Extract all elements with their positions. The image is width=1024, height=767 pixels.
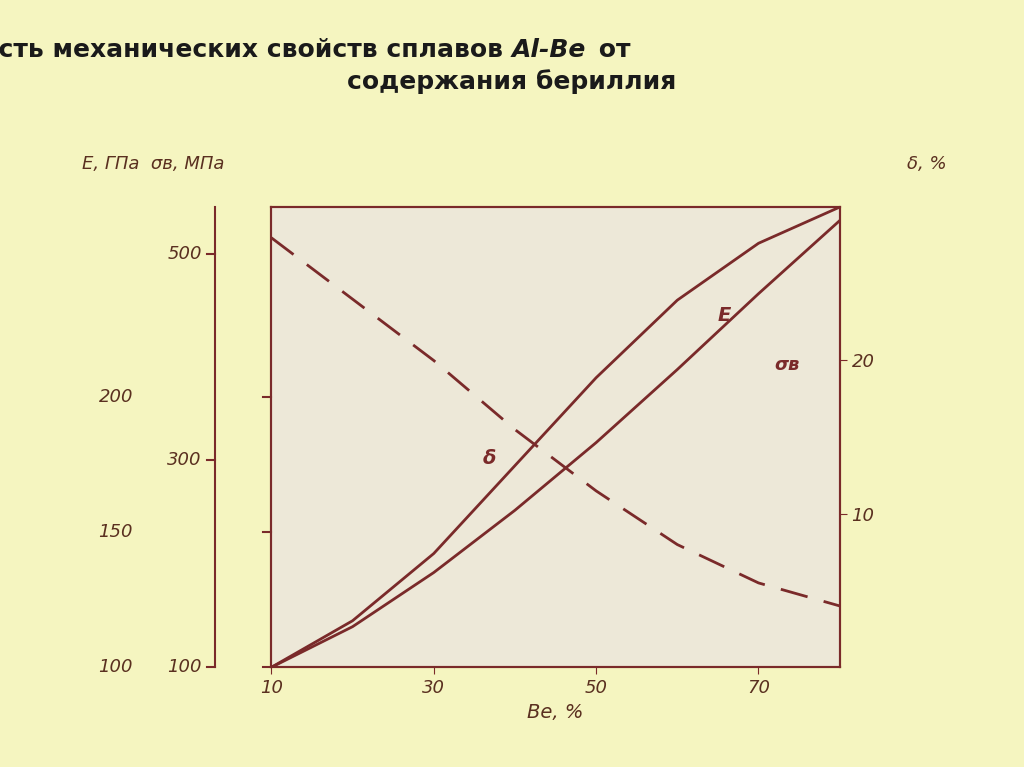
Text: E: E: [718, 306, 731, 324]
Text: 300: 300: [167, 452, 202, 469]
Text: 200: 200: [98, 387, 133, 406]
Text: δ: δ: [482, 449, 496, 469]
Text: σв: σв: [775, 356, 800, 374]
Text: от: от: [590, 38, 631, 62]
Text: 100: 100: [167, 658, 202, 676]
Text: 500: 500: [167, 245, 202, 262]
Text: δ, %: δ, %: [907, 155, 946, 173]
Text: содержания бериллия: содержания бериллия: [347, 70, 677, 94]
Text: E, ГПа  σв, МПа: E, ГПа σв, МПа: [82, 155, 224, 173]
Text: 150: 150: [98, 523, 133, 541]
Text: 100: 100: [98, 658, 133, 676]
Text: Al-Be: Al-Be: [512, 38, 587, 62]
Text: Зависимость механических свойств сплавов: Зависимость механических свойств сплавов: [0, 38, 512, 62]
X-axis label: Be, %: Be, %: [527, 703, 584, 722]
